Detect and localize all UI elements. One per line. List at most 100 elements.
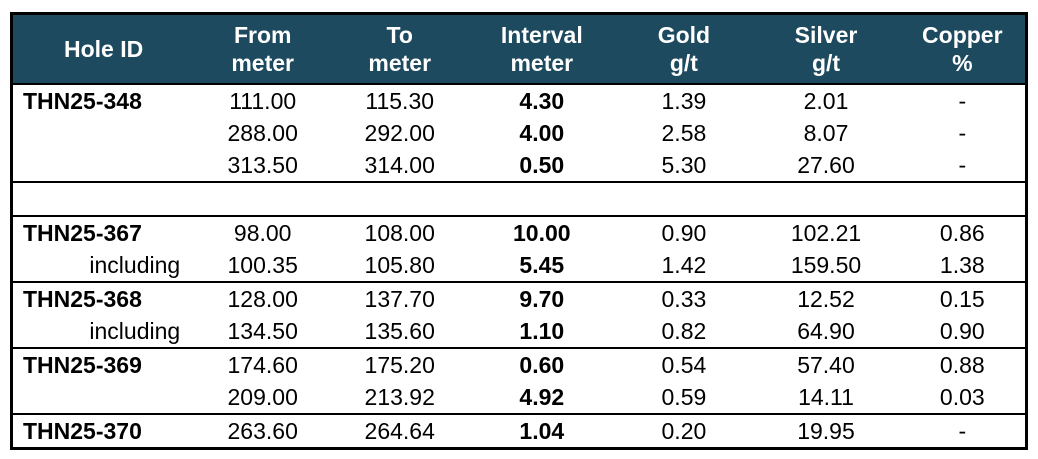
header-line: g/t — [669, 50, 698, 76]
from-cell: 174.60 — [194, 347, 332, 381]
hole-id-cell: THN25-368 — [11, 281, 195, 315]
to-cell: 137.70 — [331, 281, 469, 315]
header-line: To — [386, 22, 413, 48]
header-line: g/t — [811, 50, 841, 76]
interval-cell: 10.00 — [468, 215, 616, 249]
gold-cell: 2.58 — [661, 120, 707, 146]
header-line: Gold — [657, 22, 711, 48]
to-cell: 108.00 — [331, 215, 469, 249]
table-row: 209.00 213.92 4.92 0.59 14.11 0.03 — [12, 381, 1027, 414]
gold-cell: 5.30 — [661, 152, 707, 178]
copper-cell: 0.86 — [899, 215, 1027, 249]
copper-cell: - — [899, 413, 1027, 449]
from-cell: 288.00 — [227, 120, 298, 146]
header-line: meter — [231, 50, 295, 76]
column-header-to: To meter — [331, 13, 469, 85]
header-row: Hole ID From meter To meter Interval met… — [11, 13, 1027, 85]
hole-id-cell: THN25-348 — [23, 88, 142, 114]
header-line: Copper — [922, 22, 1003, 48]
header-line: Interval — [500, 22, 583, 48]
column-header-silver: Silver g/t — [752, 13, 900, 85]
column-header-copper: Copper % — [899, 13, 1027, 85]
interval-cell: 5.45 — [519, 252, 565, 278]
gold-cell: 1.39 — [661, 88, 707, 114]
from-cell: 313.50 — [227, 152, 298, 178]
gold-cell: 0.20 — [615, 413, 753, 449]
header-line: Silver — [794, 22, 858, 48]
silver-cell: 102.21 — [752, 215, 900, 249]
header-line: Hole ID — [63, 36, 144, 62]
silver-cell: 12.52 — [752, 281, 900, 315]
interval-cell: 0.50 — [519, 152, 565, 178]
silver-cell: 64.90 — [797, 318, 855, 344]
to-cell: 314.00 — [364, 152, 435, 178]
table-row: THN25-368 128.00 137.70 9.70 0.33 12.52 … — [11, 281, 1027, 315]
to-cell: 292.00 — [364, 120, 435, 146]
table-body: THN25-348 111.00 115.30 4.30 1.39 2.01 -… — [11, 84, 1027, 449]
column-header-interval: Interval meter — [468, 13, 616, 85]
header-line: % — [952, 50, 973, 76]
copper-cell: - — [958, 88, 967, 114]
column-header-gold: Gold g/t — [615, 13, 753, 85]
copper-cell: 0.88 — [899, 347, 1027, 381]
interval-cell: 4.00 — [519, 120, 565, 146]
to-cell: 115.30 — [365, 88, 435, 114]
header-line: From — [233, 22, 292, 48]
silver-cell: 159.50 — [790, 252, 862, 278]
copper-cell: 1.38 — [939, 252, 985, 278]
from-cell: 263.60 — [194, 413, 332, 449]
table-row: THN25-367 98.00 108.00 10.00 0.90 102.21… — [11, 215, 1027, 249]
interval-cell: 9.70 — [468, 281, 616, 315]
to-cell: 213.92 — [364, 384, 435, 410]
to-cell: 175.20 — [331, 347, 469, 381]
table-row: THN25-370 263.60 264.64 1.04 0.20 19.95 … — [11, 413, 1027, 449]
silver-cell: 19.95 — [752, 413, 900, 449]
interval-cell: 4.92 — [519, 384, 565, 410]
silver-cell: 8.07 — [803, 120, 849, 146]
interval-cell: 0.60 — [468, 347, 616, 381]
silver-cell: 14.11 — [798, 384, 854, 410]
table-header: Hole ID From meter To meter Interval met… — [11, 13, 1027, 85]
table-row: THN25-369 174.60 175.20 0.60 0.54 57.40 … — [11, 347, 1027, 381]
copper-cell: - — [958, 120, 967, 146]
gold-cell: 0.82 — [661, 318, 707, 344]
to-cell: 264.64 — [331, 413, 469, 449]
header-line: meter — [510, 50, 574, 76]
copper-cell: 0.03 — [939, 384, 985, 410]
column-header-hole-id: Hole ID — [11, 13, 195, 85]
table-row: including 134.50 135.60 1.10 0.82 64.90 … — [12, 315, 1027, 348]
gold-cell: 0.54 — [615, 347, 753, 381]
copper-cell: - — [958, 152, 967, 178]
table-row: 288.00 292.00 4.00 2.58 8.07 - — [12, 117, 1027, 149]
from-cell: 111.00 — [229, 88, 297, 114]
hole-id-cell — [12, 117, 195, 149]
interval-cell: 1.10 — [519, 318, 565, 344]
header-line: meter — [368, 50, 432, 76]
from-cell: 209.00 — [227, 384, 298, 410]
silver-cell: 2.01 — [803, 88, 849, 114]
interval-cell: 1.04 — [468, 413, 616, 449]
from-cell: 128.00 — [194, 281, 332, 315]
hole-id-cell: including — [89, 252, 181, 278]
hole-id-cell: THN25-367 — [11, 215, 195, 249]
table-row: 313.50 314.00 0.50 5.30 27.60 - — [12, 149, 1027, 182]
drill-results-table: Hole ID From meter To meter Interval met… — [10, 12, 1028, 450]
from-cell: 134.50 — [227, 318, 298, 344]
gold-cell: 0.33 — [615, 281, 753, 315]
hole-id-cell — [12, 381, 195, 414]
gold-cell: 1.42 — [661, 252, 707, 278]
table-row: including 100.35 105.80 5.45 1.42 159.50… — [12, 249, 1027, 282]
from-cell: 100.35 — [227, 252, 298, 278]
spacer-cell — [11, 181, 1027, 216]
silver-cell: 27.60 — [797, 152, 855, 178]
column-header-from: From meter — [194, 13, 332, 85]
hole-id-cell: including — [89, 318, 181, 344]
from-cell: 98.00 — [194, 215, 332, 249]
hole-id-cell: THN25-369 — [11, 347, 195, 381]
table-row: THN25-348 111.00 115.30 4.30 1.39 2.01 - — [12, 84, 1027, 117]
gold-cell: 0.90 — [615, 215, 753, 249]
copper-cell: 0.90 — [939, 318, 985, 344]
interval-cell: 4.30 — [519, 88, 565, 114]
to-cell: 105.80 — [364, 252, 435, 278]
